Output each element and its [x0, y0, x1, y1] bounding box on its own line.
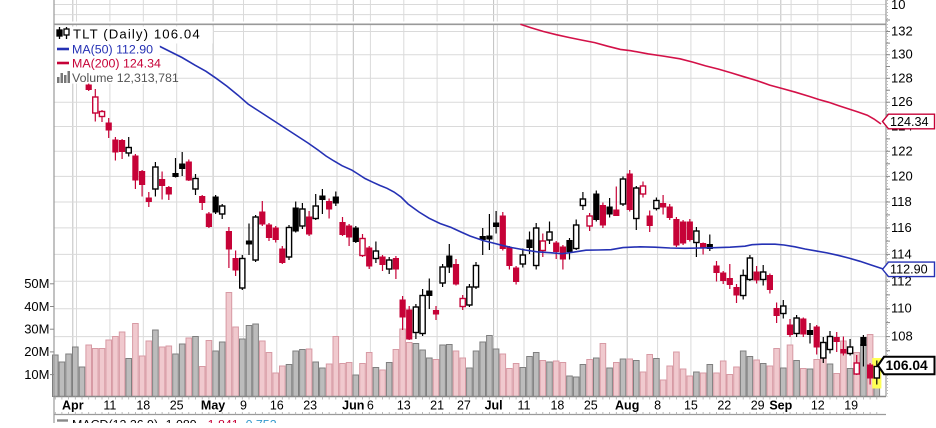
svg-text:10M: 10M — [24, 367, 49, 382]
svg-text:Jul: Jul — [485, 399, 503, 413]
svg-text:110: 110 — [891, 301, 912, 316]
svg-text:122: 122 — [891, 143, 913, 158]
svg-text:19: 19 — [844, 399, 858, 413]
svg-text:MACD(12,26,9) -1.089, -1.841,: MACD(12,26,9) -1.089, -1.841, 0.752 — [72, 418, 277, 424]
svg-text:18: 18 — [136, 399, 150, 413]
svg-text:20M: 20M — [24, 344, 49, 359]
svg-text:23: 23 — [303, 399, 317, 413]
svg-text:22: 22 — [717, 399, 731, 413]
svg-text:29: 29 — [751, 399, 765, 413]
svg-text:MA(50) 112.90: MA(50) 112.90 — [72, 43, 153, 57]
svg-text:13: 13 — [397, 399, 411, 413]
svg-text:Volume 12,313,781: Volume 12,313,781 — [72, 71, 179, 85]
svg-text:11: 11 — [103, 399, 116, 413]
svg-text:126: 126 — [891, 94, 913, 109]
svg-text:120: 120 — [891, 168, 913, 183]
svg-text:114: 114 — [891, 246, 912, 261]
svg-text:6: 6 — [367, 399, 374, 413]
svg-text:25: 25 — [170, 399, 184, 413]
svg-text:Sep: Sep — [769, 399, 792, 413]
svg-text:16: 16 — [270, 399, 284, 413]
svg-text:10: 10 — [891, 0, 905, 12]
svg-text:MA(200) 124.34: MA(200) 124.34 — [72, 57, 161, 71]
svg-text:9: 9 — [240, 399, 247, 413]
svg-text:Aug: Aug — [615, 399, 639, 413]
svg-text:132: 132 — [891, 24, 913, 39]
svg-text:118: 118 — [891, 194, 912, 209]
svg-text:21: 21 — [430, 399, 444, 413]
svg-text:27: 27 — [457, 399, 471, 413]
svg-text:108: 108 — [891, 329, 913, 344]
svg-text:Jun: Jun — [342, 399, 364, 413]
svg-text:106.04: 106.04 — [886, 358, 929, 373]
svg-text:30M: 30M — [24, 322, 49, 337]
svg-text:124.34: 124.34 — [890, 115, 929, 129]
svg-text:Apr: Apr — [62, 399, 84, 413]
svg-text:18: 18 — [550, 399, 564, 413]
svg-text:128: 128 — [891, 70, 913, 85]
svg-text:TLT (Daily) 106.04: TLT (Daily) 106.04 — [73, 27, 201, 42]
svg-text:15: 15 — [684, 399, 698, 413]
svg-text:8: 8 — [654, 399, 661, 413]
svg-text:112.90: 112.90 — [890, 263, 928, 277]
svg-text:116: 116 — [891, 220, 912, 235]
svg-text:May: May — [201, 399, 225, 413]
svg-text:130: 130 — [891, 47, 913, 62]
svg-text:11: 11 — [518, 399, 531, 413]
svg-text:12: 12 — [811, 399, 825, 413]
svg-text:40M: 40M — [24, 299, 49, 314]
svg-text:25: 25 — [584, 399, 598, 413]
svg-text:50M: 50M — [24, 276, 49, 291]
